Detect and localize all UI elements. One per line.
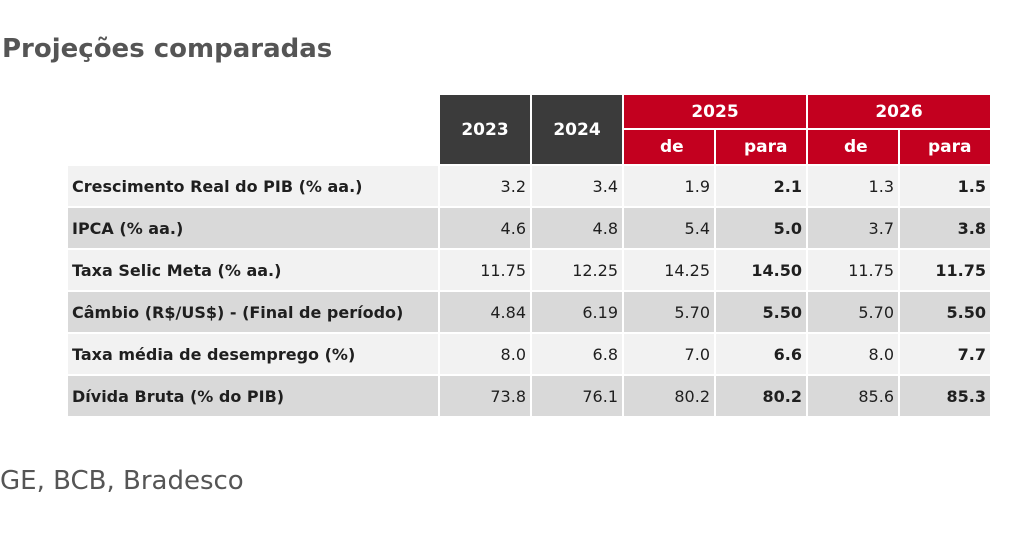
row-label: Crescimento Real do PIB (% aa.) [68, 166, 438, 206]
cell-2024: 12.25 [532, 250, 622, 290]
cell-2025-para: 2.1 [716, 166, 806, 206]
cell-2024: 6.8 [532, 334, 622, 374]
cell-2026-de: 11.75 [808, 250, 898, 290]
header-year-2024: 2024 [532, 95, 622, 164]
row-label: Taxa Selic Meta (% aa.) [68, 250, 438, 290]
cell-2026-para: 3.8 [900, 208, 990, 248]
cell-2026-para: 5.50 [900, 292, 990, 332]
cell-2023: 3.2 [440, 166, 530, 206]
cell-2025-de: 80.2 [624, 376, 714, 416]
cell-2024: 76.1 [532, 376, 622, 416]
cell-2026-para: 1.5 [900, 166, 990, 206]
header-2025-de: de [624, 130, 714, 164]
cell-2025-de: 1.9 [624, 166, 714, 206]
header-year-2026: 2026 [808, 95, 990, 128]
cell-2026-para: 85.3 [900, 376, 990, 416]
cell-2026-para: 11.75 [900, 250, 990, 290]
cell-2023: 73.8 [440, 376, 530, 416]
cell-2026-de: 1.3 [808, 166, 898, 206]
cell-2025-de: 7.0 [624, 334, 714, 374]
table-row: Câmbio (R$/US$) - (Final de período) 4.8… [68, 292, 990, 332]
cell-2025-para: 6.6 [716, 334, 806, 374]
header-year-2025: 2025 [624, 95, 806, 128]
cell-2025-para: 80.2 [716, 376, 806, 416]
row-label: Taxa média de desemprego (%) [68, 334, 438, 374]
cell-2026-para: 7.7 [900, 334, 990, 374]
cell-2023: 4.6 [440, 208, 530, 248]
cell-2023: 4.84 [440, 292, 530, 332]
page-title: Projeções comparadas [2, 34, 333, 64]
table-row: Taxa média de desemprego (%) 8.0 6.8 7.0… [68, 334, 990, 374]
cell-2023: 8.0 [440, 334, 530, 374]
source-note: GE, BCB, Bradesco [0, 466, 244, 496]
cell-2025-para: 5.50 [716, 292, 806, 332]
header-empty-cell [68, 95, 438, 164]
cell-2023: 11.75 [440, 250, 530, 290]
projections-table: 2023 2024 2025 2026 de para de para Cres… [66, 93, 992, 418]
table-row: IPCA (% aa.) 4.6 4.8 5.4 5.0 3.7 3.8 [68, 208, 990, 248]
table-row: Crescimento Real do PIB (% aa.) 3.2 3.4 … [68, 166, 990, 206]
cell-2025-para: 14.50 [716, 250, 806, 290]
cell-2025-de: 5.4 [624, 208, 714, 248]
cell-2025-para: 5.0 [716, 208, 806, 248]
header-2026-para: para [900, 130, 990, 164]
table-row: Taxa Selic Meta (% aa.) 11.75 12.25 14.2… [68, 250, 990, 290]
cell-2025-de: 5.70 [624, 292, 714, 332]
cell-2024: 4.8 [532, 208, 622, 248]
row-label: IPCA (% aa.) [68, 208, 438, 248]
header-2025-para: para [716, 130, 806, 164]
cell-2024: 6.19 [532, 292, 622, 332]
row-label: Câmbio (R$/US$) - (Final de período) [68, 292, 438, 332]
cell-2026-de: 3.7 [808, 208, 898, 248]
cell-2026-de: 85.6 [808, 376, 898, 416]
cell-2026-de: 5.70 [808, 292, 898, 332]
row-label: Dívida Bruta (% do PIB) [68, 376, 438, 416]
table-row: Dívida Bruta (% do PIB) 73.8 76.1 80.2 8… [68, 376, 990, 416]
cell-2024: 3.4 [532, 166, 622, 206]
cell-2026-de: 8.0 [808, 334, 898, 374]
cell-2025-de: 14.25 [624, 250, 714, 290]
header-2026-de: de [808, 130, 898, 164]
header-year-2023: 2023 [440, 95, 530, 164]
